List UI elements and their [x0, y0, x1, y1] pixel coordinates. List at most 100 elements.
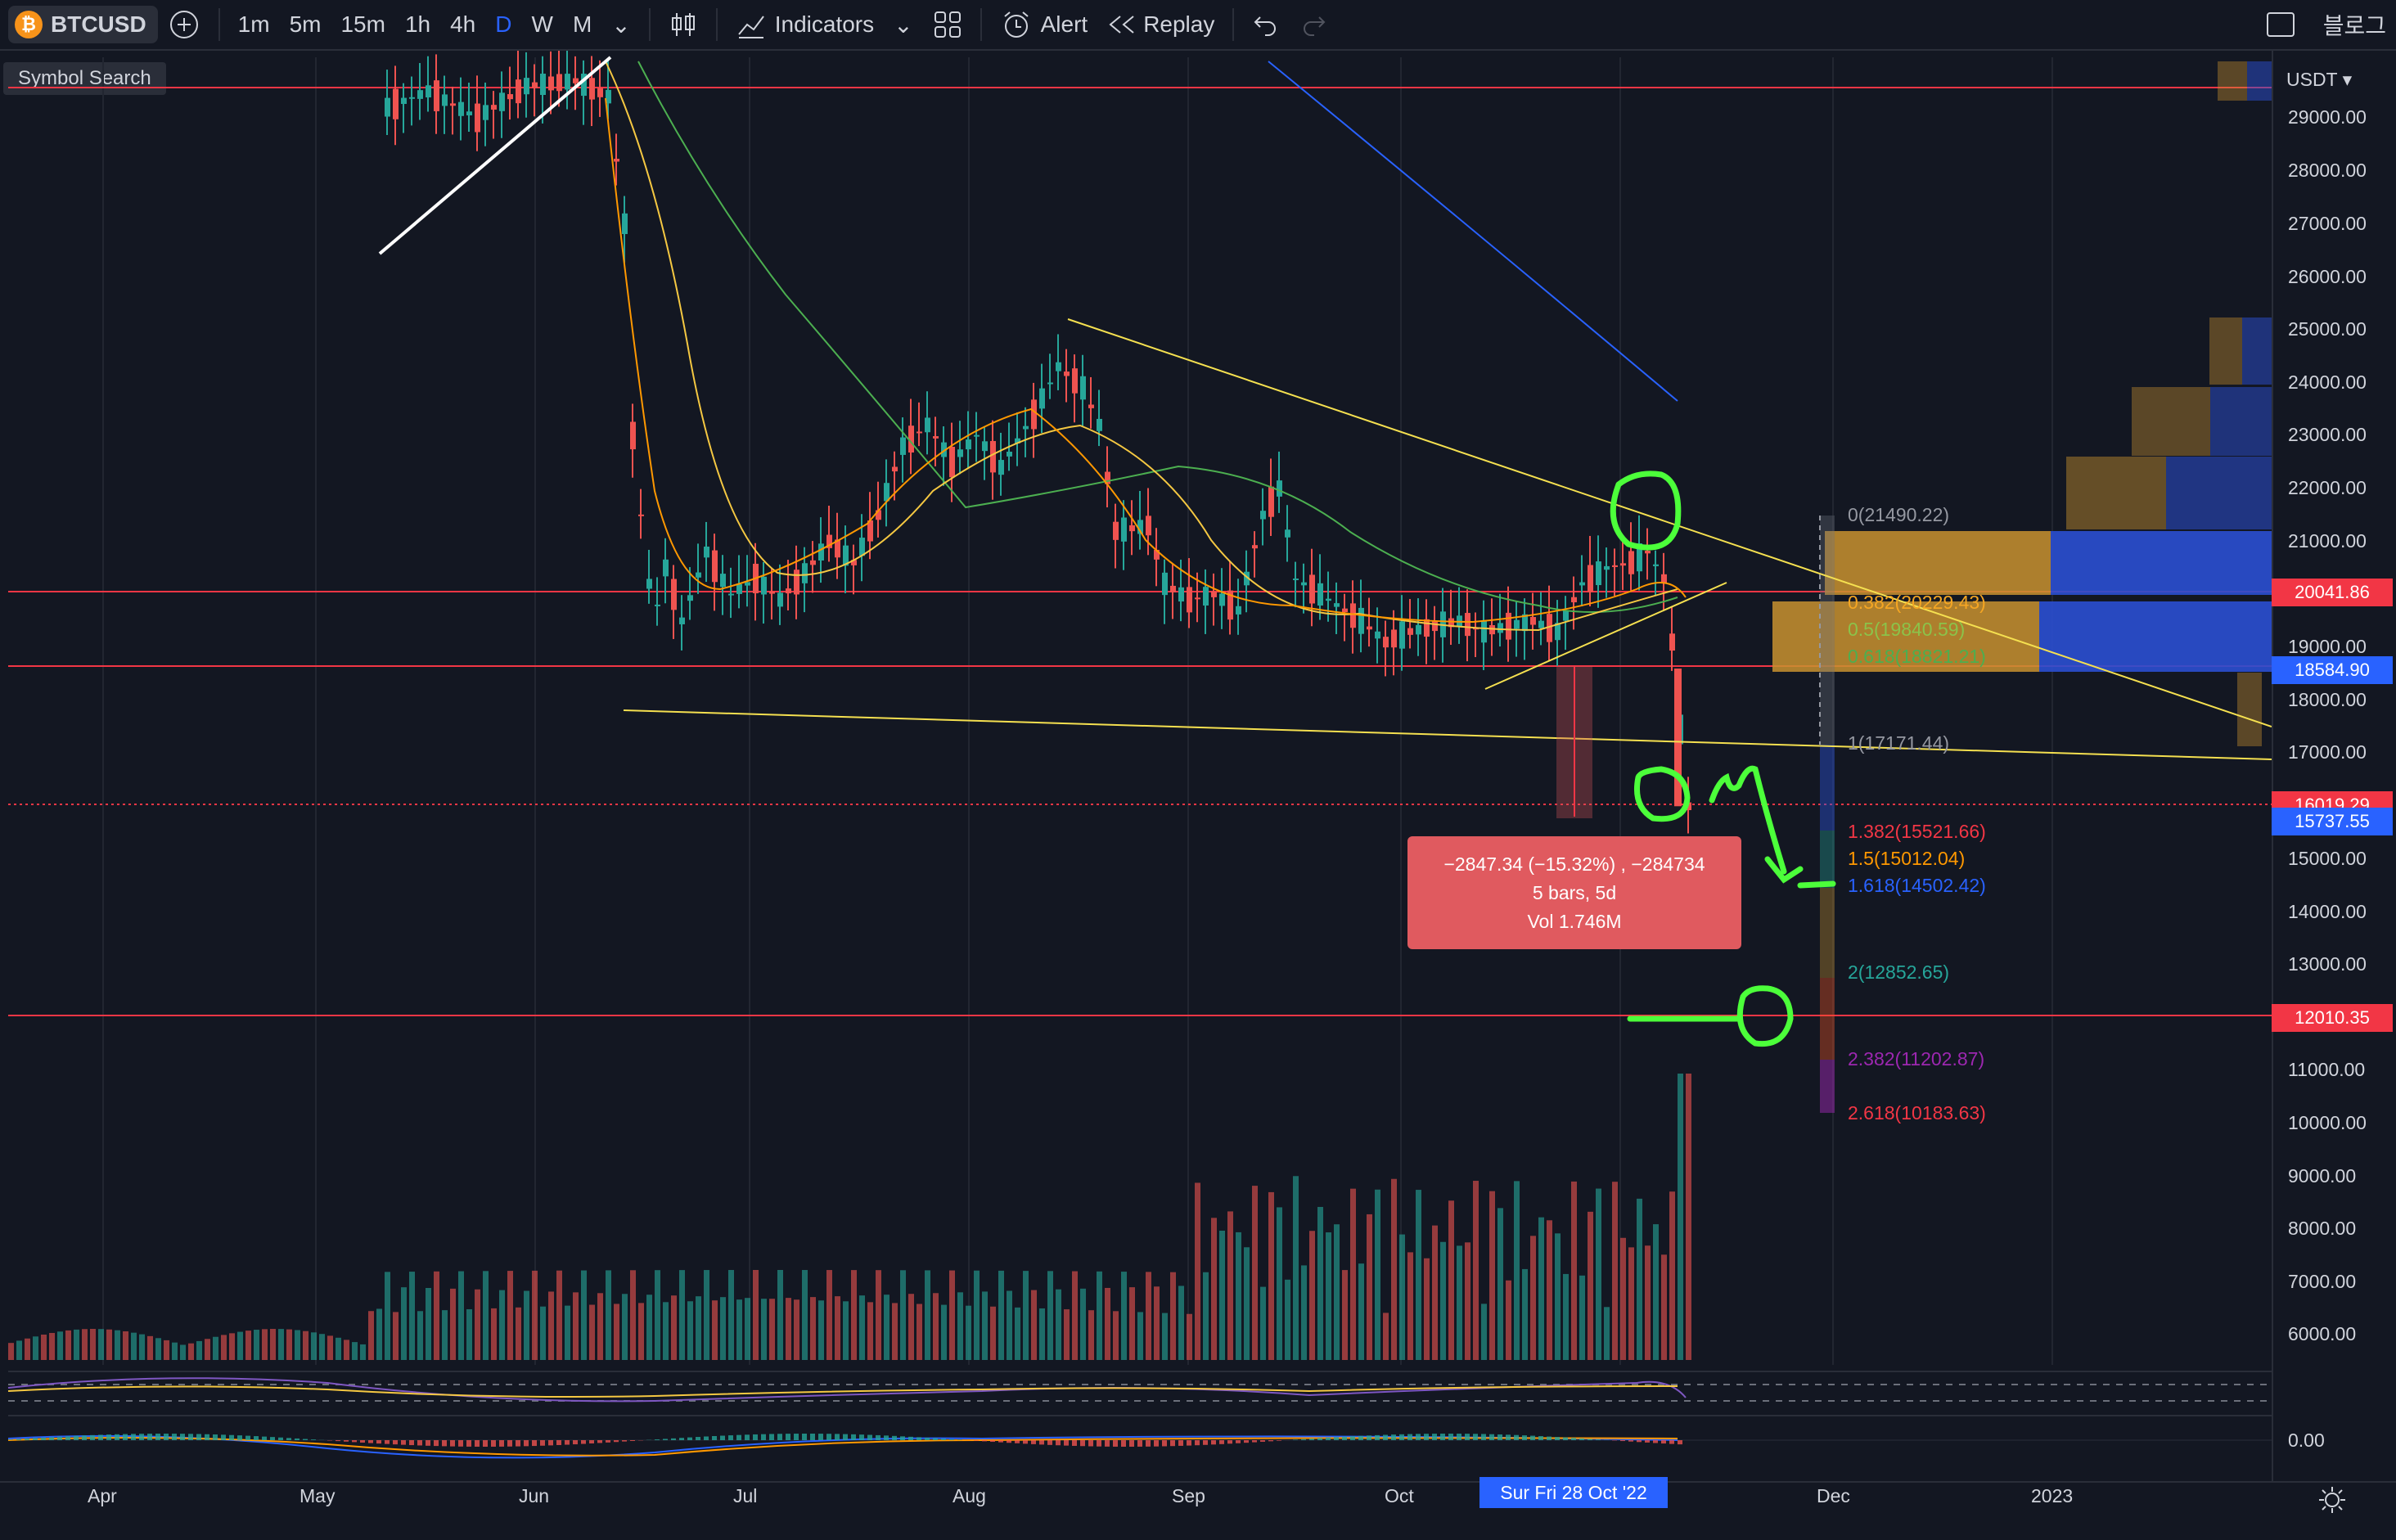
macd-bar [826, 1434, 831, 1440]
volume-bar [966, 1306, 971, 1360]
candle-body [794, 570, 799, 594]
chart-type-button[interactable] [659, 0, 708, 50]
time-tick: Dec [1817, 1485, 1850, 1507]
volume-bar [802, 1270, 808, 1360]
volume-bar [1653, 1224, 1659, 1360]
volume-bar [1154, 1286, 1160, 1360]
ma-green-line [638, 61, 1678, 612]
symbol-button[interactable]: ₿ BTCUSD [8, 6, 158, 43]
candle-body [597, 88, 603, 97]
macd-bar [589, 1440, 594, 1443]
indicators-button[interactable]: Indicators ⌄ [726, 0, 923, 50]
measure-change: −2847.34 (−15.32%) , −284734 [1407, 853, 1741, 876]
volume-bar [606, 1270, 611, 1360]
interval-4h[interactable]: 4h [440, 11, 485, 38]
fullscreen-button[interactable] [2254, 0, 2307, 50]
volume-bar [57, 1331, 63, 1360]
volume-bar [1498, 1208, 1503, 1360]
blog-link[interactable]: 블로그 [2307, 0, 2396, 50]
macd-bar [278, 1438, 283, 1440]
macd-bar [1260, 1440, 1265, 1442]
macd-bar [1178, 1440, 1183, 1446]
price-chart[interactable] [0, 51, 2272, 1481]
volume-bar [728, 1270, 734, 1360]
interval-1h[interactable]: 1h [395, 11, 440, 38]
volume-bar [524, 1291, 529, 1360]
macd-bar [892, 1436, 897, 1440]
interval-15m[interactable]: 15m [331, 11, 394, 38]
volume-bar [638, 1303, 644, 1360]
toolbar-divider [649, 8, 651, 41]
fib-extension-bar[interactable] [1820, 516, 1835, 1113]
candle-body [1645, 551, 1651, 553]
macd-bar [687, 1438, 692, 1440]
volume-bar [499, 1290, 505, 1360]
chevron-down-icon[interactable]: ⌄ [601, 11, 640, 38]
volume-bar [426, 1288, 431, 1360]
volume-bar [859, 1295, 865, 1360]
candle-body [1530, 617, 1536, 625]
macd-bar [998, 1440, 1003, 1443]
macd-bar [229, 1435, 234, 1440]
macd-bar [262, 1437, 267, 1440]
volume-bar [475, 1290, 480, 1360]
candle-body [892, 466, 898, 471]
macd-bar [1440, 1434, 1445, 1440]
toolbar-divider [716, 8, 718, 41]
macd-bar [917, 1437, 921, 1440]
layouts-button[interactable] [923, 0, 972, 50]
redo-button[interactable] [1290, 0, 1337, 50]
interval-m[interactable]: M [563, 11, 601, 38]
volume-bar [491, 1308, 497, 1360]
volume-bar [303, 1331, 309, 1360]
volume-bar [1424, 1259, 1430, 1360]
horizontal-trend-line[interactable] [624, 710, 2272, 759]
price-marker: 20041.86 [2272, 579, 2393, 606]
compare-add-button[interactable] [158, 0, 210, 50]
macd-bar [131, 1434, 136, 1440]
volume-bar [123, 1331, 128, 1360]
price-tick: 0.00 [2288, 1430, 2325, 1452]
volume-bar [1407, 1252, 1413, 1360]
measure-volume: Vol 1.746M [1407, 911, 1741, 933]
fib-level-label: 1.382(15521.66) [1848, 821, 1986, 843]
volume-bar [1506, 1281, 1511, 1360]
volume-bar [1007, 1290, 1012, 1360]
alert-button[interactable]: Alert [990, 0, 1098, 50]
interval-1m[interactable]: 1m [228, 11, 280, 38]
candle-body [974, 435, 980, 437]
macd-bar [1588, 1439, 1592, 1440]
volume-profile [1772, 61, 2272, 746]
macd-bar [196, 1434, 201, 1440]
volume-bar [1367, 1214, 1372, 1360]
macd-bar [1072, 1440, 1077, 1446]
volume-bar [1039, 1308, 1045, 1360]
measure-tooltip: −2847.34 (−15.32%) , −284734 5 bars, 5d … [1407, 836, 1741, 949]
currency-label[interactable]: USDT ▾ [2286, 69, 2352, 91]
candle-body [1424, 619, 1430, 637]
undo-button[interactable] [1242, 0, 1290, 50]
replay-button[interactable]: Replay [1097, 0, 1224, 50]
candle-body [966, 439, 971, 449]
interval-5m[interactable]: 5m [280, 11, 331, 38]
volume-bar [532, 1271, 538, 1360]
volume-bar [892, 1303, 898, 1360]
volume-bar [368, 1311, 374, 1360]
candle-body [532, 83, 538, 88]
price-tick: 26000.00 [2288, 266, 2367, 288]
volume-bar [957, 1292, 963, 1360]
measure-bars: 5 bars, 5d [1407, 882, 1741, 904]
macd-bar [1637, 1440, 1642, 1442]
interval-w[interactable]: W [522, 11, 563, 38]
settings-gear-icon[interactable] [2316, 1484, 2349, 1516]
volume-bar [1350, 1189, 1356, 1360]
volume-bar [908, 1294, 914, 1360]
interval-d[interactable]: D [485, 11, 521, 38]
macd-bar [57, 1437, 62, 1440]
candle-body [1056, 362, 1061, 371]
candle-body [720, 574, 726, 587]
volume-bar [205, 1339, 210, 1360]
macd-bar [1293, 1439, 1298, 1440]
macd-bar [1473, 1434, 1478, 1440]
macd-bar [1620, 1440, 1625, 1441]
